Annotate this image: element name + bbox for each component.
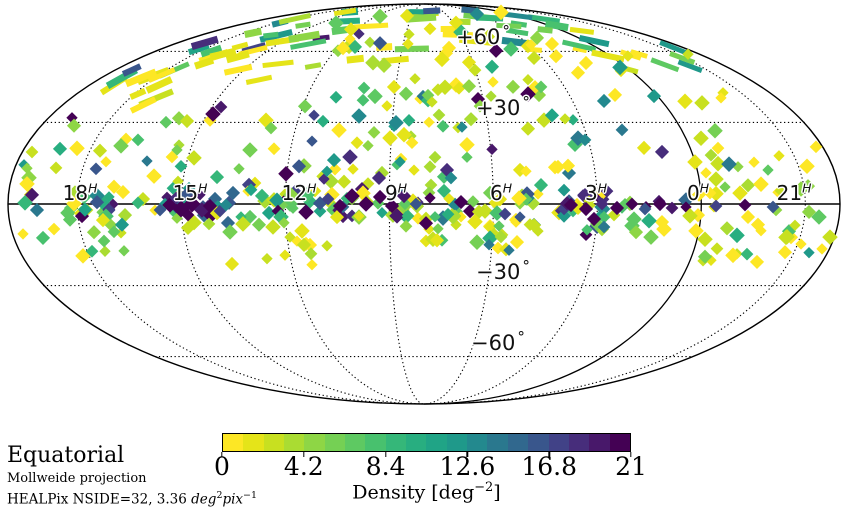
- colorbar-segment: [467, 434, 488, 451]
- healpix-unit-pix: pix: [222, 491, 244, 508]
- colorbar-segment: [223, 434, 244, 451]
- colorbar-segment: [568, 434, 590, 451]
- colorbar-tick-label: 16.8: [521, 452, 578, 481]
- colorbar-tick-label: 12.6: [439, 452, 496, 481]
- colorbar-tick: [630, 452, 632, 457]
- projection-subtitle: Mollweide projection: [7, 471, 147, 487]
- colorbar-segment: [528, 434, 549, 451]
- colorbar-segment: [487, 434, 508, 451]
- colorbar-segment: [345, 434, 366, 451]
- dec-label-m60: −60 °: [471, 328, 525, 355]
- colorbar-segment: [365, 434, 386, 451]
- colorbar-tick-label: 4.2: [283, 452, 324, 481]
- colorbar-segment: [243, 434, 264, 451]
- colorbar-tick: [303, 452, 305, 457]
- colorbar-segment: [589, 434, 610, 451]
- healpix-unit-deg: deg: [191, 491, 217, 508]
- ra-label-6h: 6H: [489, 180, 513, 205]
- colorbar-segment: [548, 434, 569, 451]
- colorbar-tick-label: 21: [615, 452, 647, 481]
- colorbar-label-text: Density [deg: [352, 481, 475, 504]
- colorbar-axis-label: Density [deg−2]: [222, 480, 631, 504]
- dec-label-p60: +60 °: [456, 22, 510, 49]
- colorbar-ticks: [221, 452, 632, 457]
- dec-label-m30: −30 °: [476, 257, 530, 284]
- colorbar-segment: [507, 434, 529, 451]
- colorbar-segment: [406, 434, 427, 451]
- ra-label-18h: 18H: [62, 180, 98, 205]
- colorbar: [222, 433, 631, 452]
- meridian-6h: [423, 3, 494, 405]
- colorbar-tick-label: 8.4: [365, 452, 406, 481]
- map-labels: 18H 15H 12H 9H 6H 3H 0H 21H +60 ° +30 ° −30 ° −60 °: [62, 22, 812, 355]
- ra-label-0h: 0H: [686, 180, 710, 205]
- colorbar-tick: [221, 452, 223, 457]
- colorbar-tick: [384, 452, 387, 457]
- colorbar-tick: [548, 452, 550, 457]
- ra-label-9h: 9H: [384, 180, 408, 205]
- healpix-info-text: HEALPix NSIDE=32, 3.36: [7, 491, 192, 508]
- coordinate-system-title: Equatorial: [7, 443, 125, 468]
- healpix-info: HEALPix NSIDE=32, 3.36 deg2pix−1: [7, 490, 257, 508]
- colorbar-tick-label: 0: [214, 452, 230, 481]
- colorbar-label-exponent: −2: [474, 480, 494, 495]
- colorbar-segment: [284, 434, 305, 451]
- colorbar-segment: [263, 434, 285, 451]
- ra-label-15h: 15H: [172, 180, 208, 205]
- ra-label-12h: 12H: [281, 180, 317, 205]
- dec-label-p30: +30 °: [476, 93, 530, 120]
- colorbar-segment: [304, 434, 325, 451]
- colorbar-segment: [385, 434, 407, 451]
- ra-label-21h: 21H: [776, 180, 812, 205]
- colorbar-segment: [609, 434, 630, 451]
- colorbar-segment: [324, 434, 346, 451]
- healpix-deg-exp: 2: [216, 489, 223, 501]
- colorbar-tick-labels: 0 4.2 8.4 12.6 16.8 21: [214, 452, 647, 481]
- figure-annotations: Equatorial Mollweide projection HEALPix …: [7, 443, 257, 508]
- colorbar-label-close: ]: [493, 481, 501, 504]
- healpix-pix-exp: −1: [243, 489, 257, 501]
- mollweide-sky-map: 18H 15H 12H 9H 6H 3H 0H 21H +60 ° +30 ° −30 ° −60 °: [7, 3, 841, 405]
- colorbar-tick: [466, 452, 469, 457]
- ra-label-3h: 3H: [584, 180, 608, 205]
- colorbar-segment: [426, 434, 447, 451]
- colorbar-segment: [446, 434, 468, 451]
